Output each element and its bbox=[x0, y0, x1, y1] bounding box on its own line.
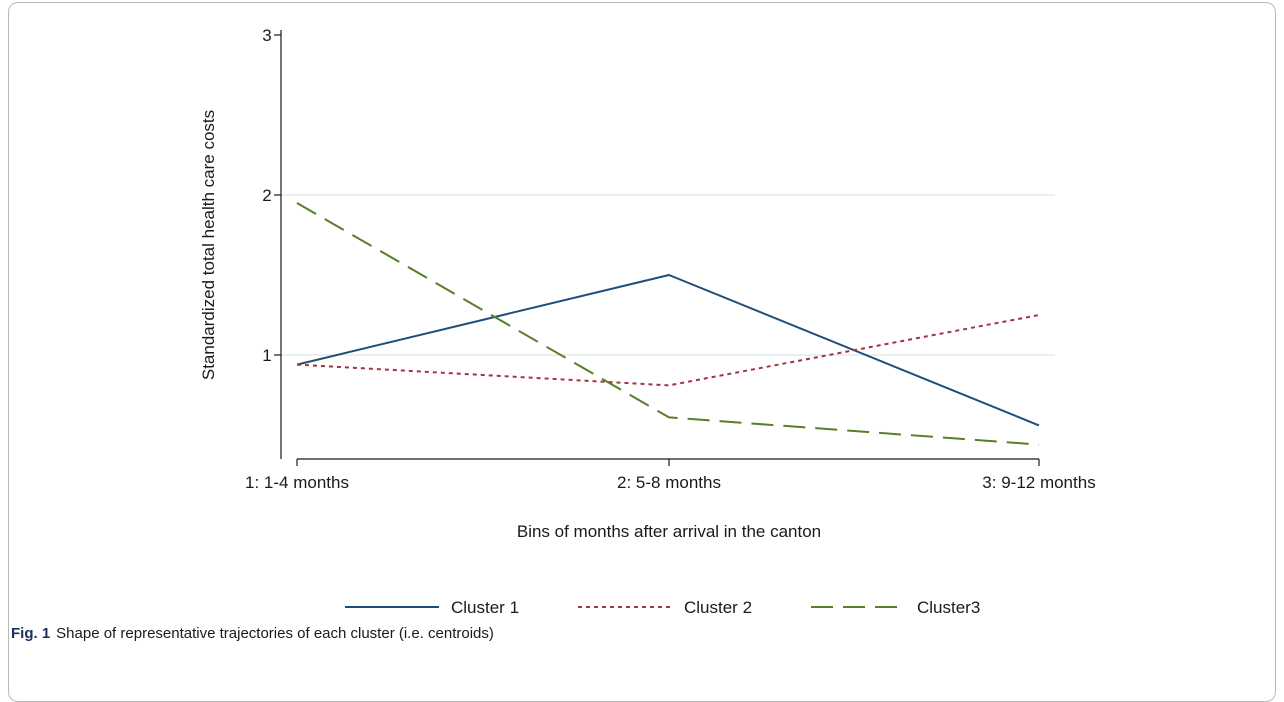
legend-label-2: Cluster 2 bbox=[684, 598, 752, 617]
series-line-3 bbox=[296, 202, 1040, 446]
legend-label-3: Cluster3 bbox=[917, 598, 980, 617]
series-line-2 bbox=[296, 314, 1040, 387]
x-tick-label-2: 2: 5-8 months bbox=[617, 473, 721, 492]
legend-label-1: Cluster 1 bbox=[451, 598, 519, 617]
figure-caption-label: Fig. 1 bbox=[11, 625, 51, 642]
legend: Cluster 1 Cluster 2 Cluster3 bbox=[345, 598, 980, 617]
axes: 1 2 3 1: 1-4 months 2: 5-8 months 3: 9-12 mon… bbox=[245, 26, 1096, 492]
x-axis-title: Bins of months after arrival in the cant… bbox=[517, 522, 821, 541]
line-chart: 1 2 3 1: 1-4 months 2: 5-8 months 3: 9-12 mon… bbox=[199, 26, 1096, 617]
x-tick-label-1: 1: 1-4 months bbox=[245, 473, 349, 492]
grid-lines bbox=[281, 194, 1055, 356]
series-line-1 bbox=[296, 274, 1040, 427]
y-tick-label-2: 2 bbox=[262, 186, 271, 205]
y-axis-title: Standardized total health care costs bbox=[199, 110, 218, 380]
figure-caption: Fig. 1 Shape of representative trajectori… bbox=[11, 625, 494, 642]
y-tick-label-3: 3 bbox=[262, 26, 271, 45]
series-lines bbox=[296, 202, 1040, 446]
x-tick-label-3: 3: 9-12 months bbox=[982, 473, 1095, 492]
y-tick-label-1: 1 bbox=[262, 346, 271, 365]
figure-caption-text: Shape of representative trajectories of … bbox=[56, 625, 494, 642]
